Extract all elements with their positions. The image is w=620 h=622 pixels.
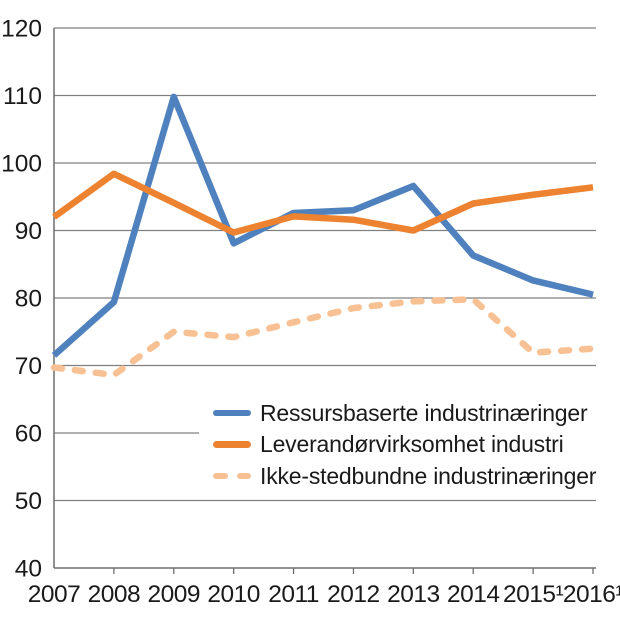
svg-text:2011: 2011 bbox=[268, 581, 319, 608]
svg-text:2014: 2014 bbox=[447, 581, 500, 608]
legend-item-leverandorvirksomhet: Leverandørvirksomhet industri bbox=[213, 430, 620, 460]
svg-text:50: 50 bbox=[15, 488, 42, 515]
legend: Ressursbaserte industrinæringer Leverand… bbox=[199, 396, 620, 495]
svg-text:70: 70 bbox=[15, 353, 42, 380]
legend-swatch-dashed-peach-icon bbox=[213, 472, 251, 480]
svg-text:120: 120 bbox=[1, 16, 42, 43]
legend-item-ressursbaserte: Ressursbaserte industrinæringer bbox=[213, 398, 620, 428]
legend-swatch-solid-blue-icon bbox=[213, 409, 251, 417]
svg-text:90: 90 bbox=[15, 218, 42, 245]
svg-text:40: 40 bbox=[15, 556, 42, 583]
legend-item-ikke-stedbundne: Ikke-stedbundne industrinæringer bbox=[213, 461, 620, 491]
svg-text:2012: 2012 bbox=[327, 581, 380, 608]
svg-text:2016¹: 2016¹ bbox=[563, 581, 620, 608]
svg-text:2010: 2010 bbox=[207, 581, 260, 608]
svg-text:2007: 2007 bbox=[28, 581, 81, 608]
svg-text:100: 100 bbox=[1, 151, 42, 178]
svg-text:60: 60 bbox=[15, 421, 42, 448]
legend-swatch-solid-orange-icon bbox=[213, 441, 251, 448]
svg-text:2009: 2009 bbox=[148, 581, 201, 608]
svg-text:2015¹: 2015¹ bbox=[503, 581, 564, 608]
legend-label: Ressursbaserte industrinæringer bbox=[260, 399, 588, 426]
legend-label: Ikke-stedbundne industrinæringer bbox=[260, 462, 597, 489]
svg-text:110: 110 bbox=[3, 83, 42, 110]
svg-text:80: 80 bbox=[15, 286, 42, 313]
svg-text:2013: 2013 bbox=[387, 581, 440, 608]
legend-label: Leverandørvirksomhet industri bbox=[260, 431, 564, 457]
svg-text:2008: 2008 bbox=[88, 581, 141, 608]
